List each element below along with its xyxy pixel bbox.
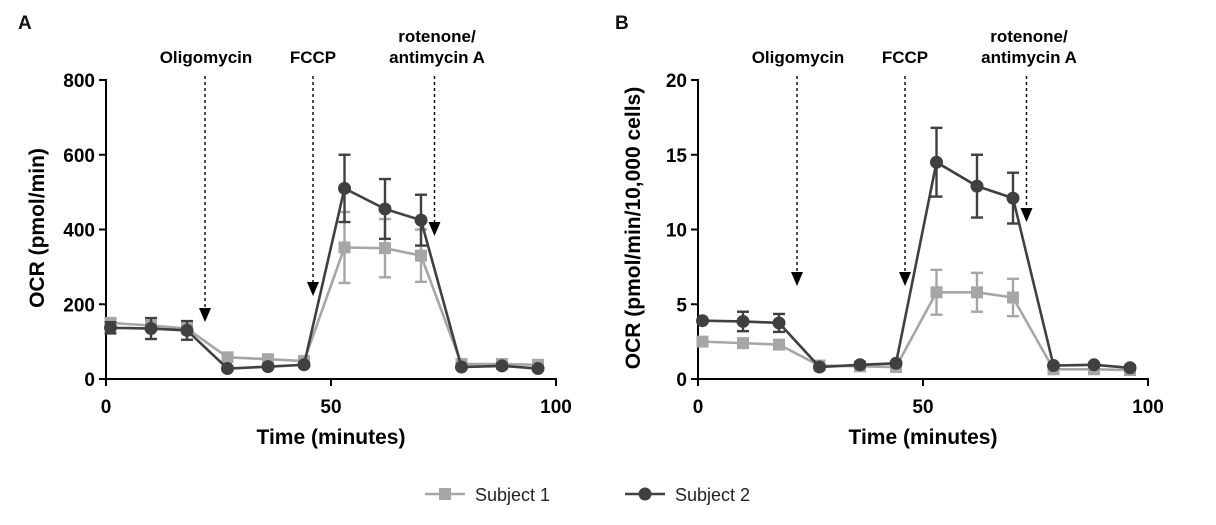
- y-tick-label: 10: [666, 221, 687, 242]
- y-tick-label: 20: [666, 71, 687, 92]
- series-2: [696, 126, 1137, 375]
- data-point: [773, 338, 785, 351]
- series-line: [110, 246, 539, 367]
- annotation-label: rotenone/: [398, 27, 476, 46]
- panel-a: A 0 200 400 600 800 0 50 100 Time (minutes) OCR (p…: [18, 13, 572, 449]
- y-tick-label: 15: [666, 146, 688, 167]
- data-point: [1047, 359, 1060, 373]
- data-point: [737, 337, 749, 350]
- data-point: [1006, 191, 1020, 205]
- data-point: [696, 335, 709, 348]
- data-point: [930, 155, 943, 169]
- panel-label: B: [615, 13, 629, 34]
- annotation-label: rotenone/: [990, 27, 1068, 46]
- data-point: [261, 360, 275, 374]
- annotation-arrowhead: [1020, 208, 1033, 222]
- data-point: [531, 362, 545, 376]
- annotation-label: Oligomycin: [752, 48, 845, 67]
- data-point: [1087, 358, 1101, 372]
- data-point: [853, 358, 867, 372]
- annotation-arrowhead: [899, 272, 911, 286]
- data-point: [104, 321, 117, 335]
- y-axis-label: OCR (pmol/min): [26, 148, 49, 308]
- x-tick-label: 50: [912, 397, 933, 418]
- annotation-label: FCCP: [290, 48, 336, 67]
- x-tick-label: 100: [540, 397, 572, 418]
- series-2: [104, 153, 545, 376]
- x-axis-label: Time (minutes): [257, 426, 406, 449]
- panel-label: A: [18, 13, 32, 34]
- data-point: [414, 213, 428, 227]
- data-point: [772, 316, 786, 330]
- data-point: [379, 242, 391, 255]
- x-tick-label: 50: [320, 397, 341, 418]
- data-point: [415, 249, 427, 262]
- annotation-arrowhead: [307, 282, 319, 296]
- x-tick-label: 100: [1132, 397, 1164, 418]
- y-tick-label: 800: [63, 71, 95, 92]
- y-tick-label: 600: [63, 146, 95, 167]
- data-point: [971, 286, 983, 299]
- annotation-label: antimycin A: [389, 48, 485, 67]
- x-tick-label: 0: [693, 397, 704, 418]
- legend-label: Subject 2: [675, 485, 750, 505]
- series-1: [104, 210, 544, 371]
- data-point: [930, 286, 943, 299]
- y-tick-label: 200: [63, 295, 95, 316]
- y-axis-label: OCR (pmol/min/10,000 cells): [622, 87, 645, 369]
- data-point: [1123, 361, 1137, 375]
- legend-marker: [638, 487, 652, 501]
- data-point: [221, 351, 234, 364]
- data-point: [180, 323, 194, 337]
- y-tick-label: 400: [63, 221, 95, 242]
- data-point: [338, 241, 351, 254]
- legend-marker: [439, 488, 451, 500]
- series-line: [702, 290, 1131, 372]
- annotation-arrowhead: [199, 308, 211, 322]
- y-tick-label: 0: [84, 370, 95, 391]
- y-tick-label: 0: [676, 370, 687, 391]
- data-point: [813, 360, 826, 374]
- x-axis-label: Time (minutes): [849, 426, 998, 449]
- data-point: [144, 322, 158, 336]
- data-point: [495, 359, 509, 373]
- annotation-label: FCCP: [882, 48, 928, 67]
- data-point: [1007, 291, 1019, 304]
- data-point: [455, 360, 468, 374]
- annotation-label: Oligomycin: [160, 48, 253, 67]
- legend-label: Subject 1: [475, 485, 550, 505]
- panel-b: B 0 5 10 15 20 0 50 100 Time (minutes) OCR (pmol/m…: [615, 13, 1164, 449]
- annotation-label: antimycin A: [981, 48, 1077, 67]
- data-point: [378, 202, 392, 216]
- data-point: [338, 181, 351, 195]
- data-point: [297, 358, 311, 372]
- annotation-arrowhead: [791, 272, 803, 286]
- y-tick-label: 5: [676, 295, 687, 316]
- legend: Subject 1 Subject 2: [425, 485, 750, 505]
- annotation-arrowhead: [428, 222, 441, 236]
- series-line: [110, 186, 539, 370]
- data-point: [221, 362, 234, 376]
- data-point: [736, 314, 750, 328]
- data-point: [889, 356, 903, 370]
- series-line: [702, 160, 1131, 370]
- data-point: [696, 314, 709, 328]
- x-tick-label: 0: [101, 397, 112, 418]
- data-point: [970, 179, 984, 193]
